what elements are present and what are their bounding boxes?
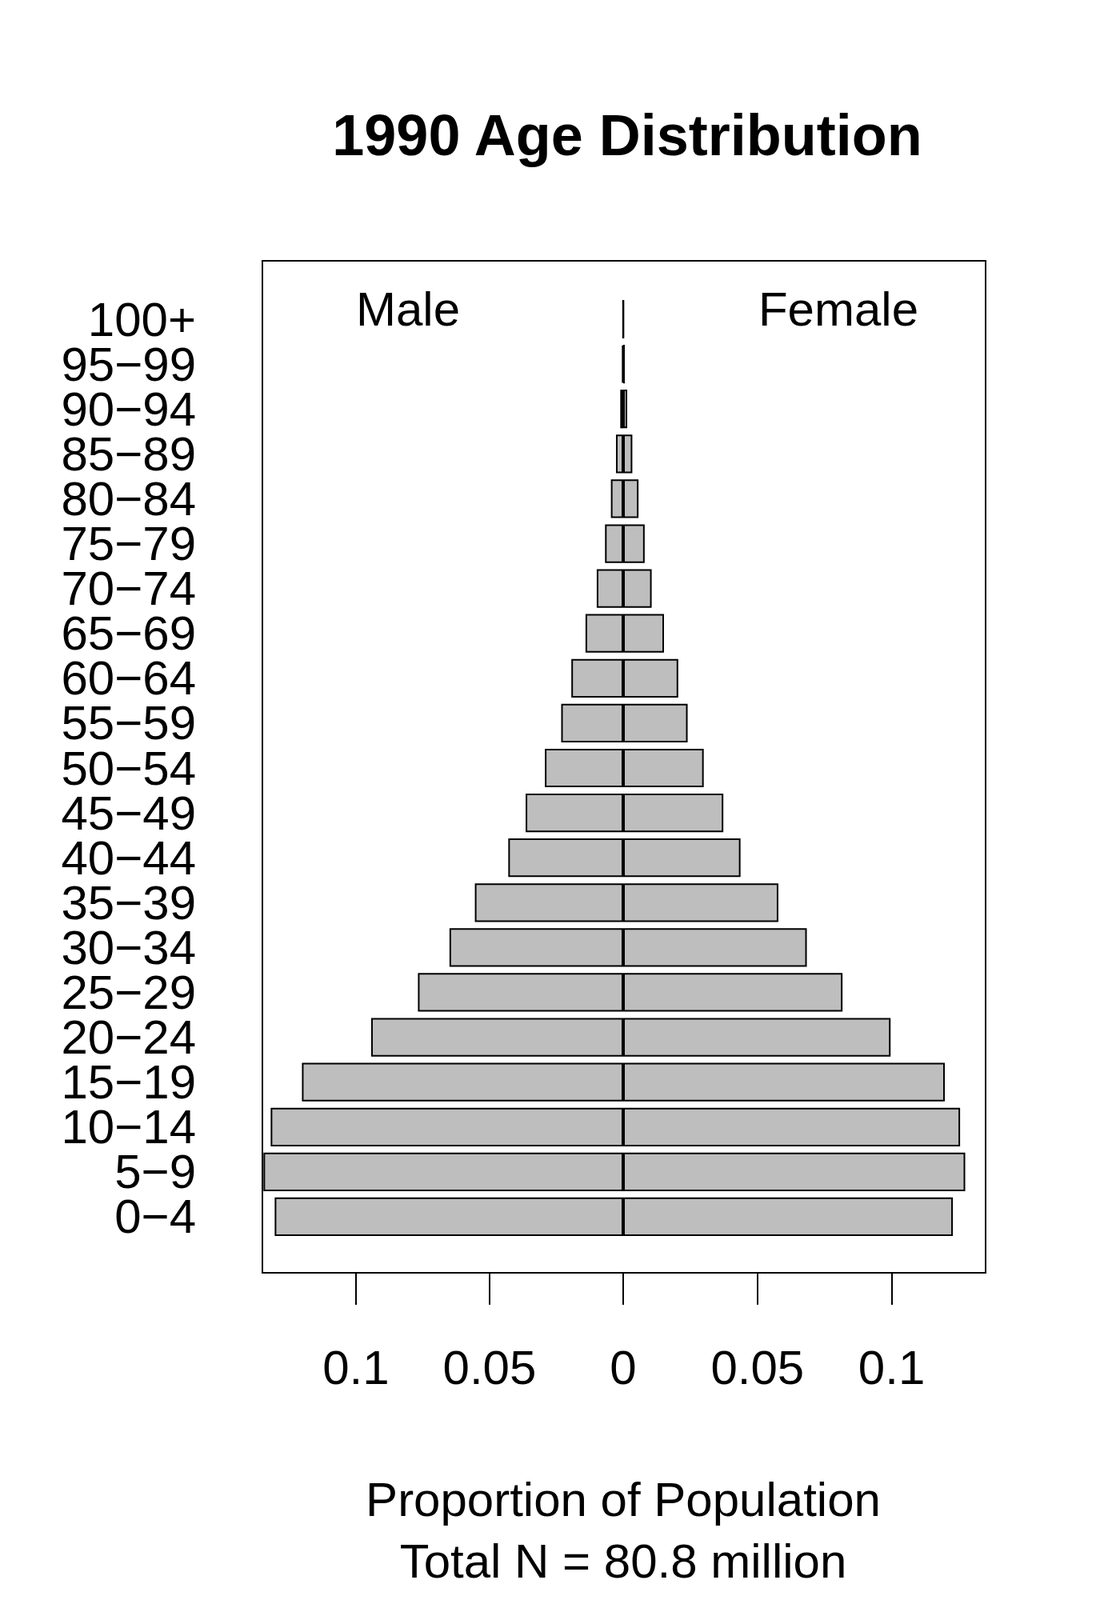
svg-text:85−89: 85−89: [61, 427, 196, 481]
svg-text:20−24: 20−24: [61, 1010, 196, 1065]
svg-text:Total N = 80.8 million: Total N = 80.8 million: [400, 1534, 848, 1588]
svg-text:15−19: 15−19: [61, 1055, 196, 1109]
svg-text:0.05: 0.05: [710, 1340, 804, 1395]
svg-text:65−69: 65−69: [61, 606, 196, 661]
svg-text:0−4: 0−4: [114, 1190, 196, 1244]
svg-text:5−9: 5−9: [114, 1145, 196, 1199]
svg-text:0.1: 0.1: [858, 1340, 925, 1395]
svg-text:55−59: 55−59: [61, 696, 196, 750]
svg-text:45−49: 45−49: [61, 786, 196, 840]
svg-text:0: 0: [609, 1340, 636, 1395]
svg-text:25−29: 25−29: [61, 965, 196, 1020]
svg-text:Male: Male: [356, 282, 460, 336]
svg-text:0.05: 0.05: [443, 1340, 537, 1395]
svg-text:60−64: 60−64: [61, 651, 196, 706]
svg-text:75−79: 75−79: [61, 516, 196, 571]
svg-text:1990 Age Distribution: 1990 Age Distribution: [332, 103, 922, 168]
svg-text:Female: Female: [758, 282, 919, 336]
svg-text:70−74: 70−74: [61, 561, 196, 616]
svg-text:Proportion of Population: Proportion of Population: [365, 1472, 881, 1527]
svg-text:30−34: 30−34: [61, 920, 196, 975]
svg-text:100+: 100+: [88, 292, 196, 347]
svg-text:0.1: 0.1: [322, 1340, 389, 1395]
svg-text:80−84: 80−84: [61, 471, 196, 526]
svg-text:35−39: 35−39: [61, 875, 196, 930]
svg-text:95−99: 95−99: [61, 337, 196, 391]
svg-text:40−44: 40−44: [61, 830, 196, 885]
svg-text:50−54: 50−54: [61, 741, 196, 795]
svg-text:90−94: 90−94: [61, 382, 196, 436]
svg-text:10−14: 10−14: [61, 1100, 196, 1154]
